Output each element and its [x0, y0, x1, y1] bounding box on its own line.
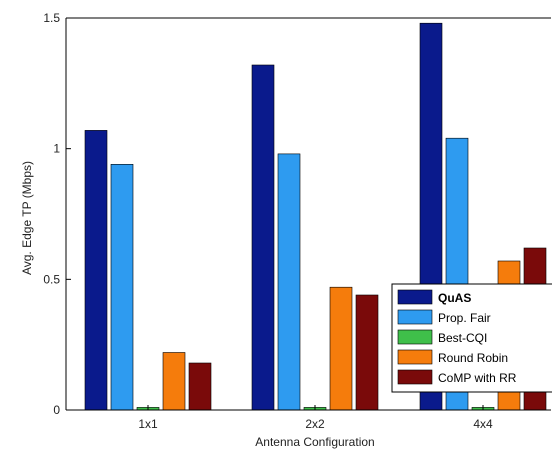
bar-round-robin-2x2 [329, 286, 353, 411]
x-axis-title: Antenna Configuration [255, 435, 374, 449]
legend-label: CoMP with RR [438, 371, 517, 385]
x-tick-label: 1x1 [138, 417, 158, 431]
bar-prop-fair-1x1 [110, 164, 134, 411]
y-axis-title: Avg. Edge TP (Mbps) [20, 161, 34, 275]
legend-swatch [397, 329, 433, 345]
legend-label: Round Robin [438, 351, 508, 365]
legend-label: Best-CQI [438, 331, 487, 345]
legend-label: QuAS [438, 291, 471, 305]
x-tick-label: 2x2 [305, 417, 325, 431]
bar-quas-2x2 [251, 64, 275, 411]
legend: QuAS Prop. Fair Best-CQI Round Robin CoMP wi… [391, 283, 552, 393]
ticks-group: 0 0.5 1 1.5 1x1 2x2 4x4 [43, 11, 493, 431]
y-tick-label: 1 [53, 142, 60, 156]
bar-quas-1x1 [84, 130, 108, 411]
y-tick-label: 1.5 [43, 11, 60, 25]
x-tick-label: 4x4 [473, 417, 493, 431]
legend-swatch [397, 309, 433, 325]
legend-label: Prop. Fair [438, 311, 491, 325]
y-tick-label: 0 [53, 403, 60, 417]
legend-swatch [397, 369, 433, 385]
y-tick-label: 0.5 [43, 272, 60, 286]
legend-swatch [397, 349, 433, 365]
bar-round-robin-1x1 [162, 352, 186, 411]
axes-group [65, 17, 551, 411]
bar-comp-with-rr-2x2 [355, 294, 379, 411]
legend-swatch [397, 289, 433, 305]
bar-comp-with-rr-1x1 [188, 362, 212, 411]
bar-prop-fair-2x2 [277, 153, 301, 411]
